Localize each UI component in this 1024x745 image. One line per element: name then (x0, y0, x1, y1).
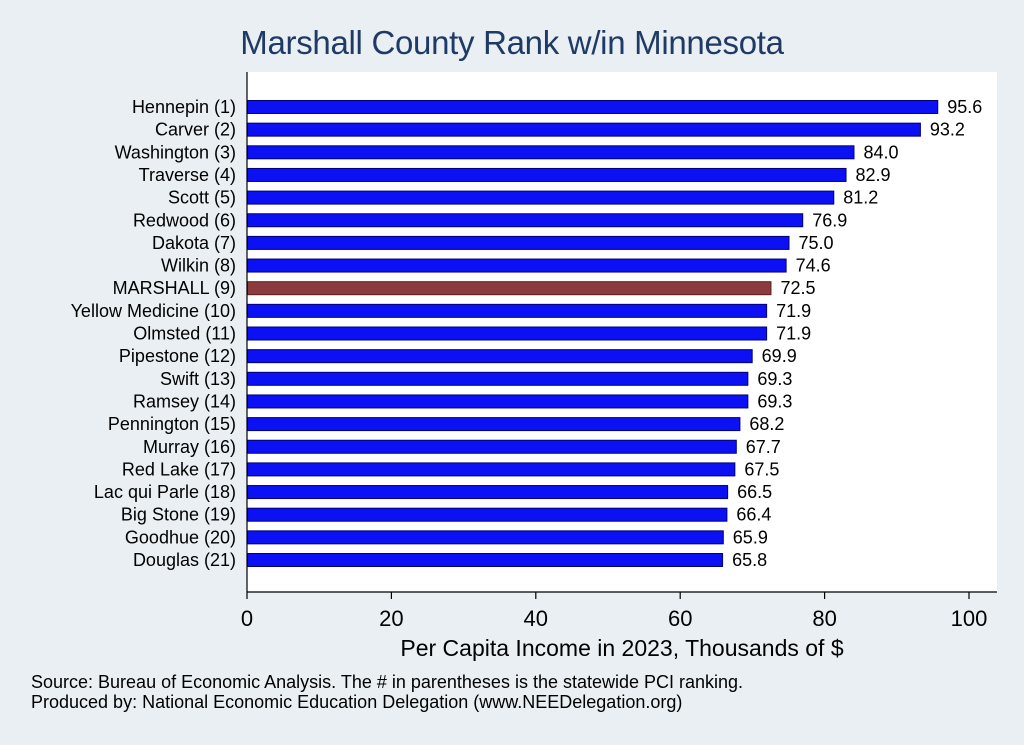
bar (247, 553, 724, 567)
value-label: 71.9 (776, 324, 811, 344)
category-label: Big Stone (19) (121, 505, 236, 525)
bar (247, 462, 736, 477)
bar (247, 507, 728, 522)
bar (247, 326, 768, 341)
category-label: Hennepin (1) (132, 97, 236, 117)
bar (247, 145, 855, 160)
value-label: 69.3 (757, 369, 792, 389)
value-label: 84.0 (863, 142, 898, 162)
category-label: Washington (3) (115, 142, 236, 162)
category-label: Redwood (6) (133, 210, 236, 230)
value-label: 82.9 (856, 165, 891, 185)
value-label: 93.2 (930, 120, 965, 140)
value-label: 72.5 (780, 278, 815, 298)
category-label: Douglas (21) (133, 550, 236, 570)
category-label: Scott (5) (168, 188, 236, 208)
category-label: MARSHALL (9) (113, 278, 236, 298)
category-label: Goodhue (20) (125, 527, 236, 547)
x-axis-label: Per Capita Income in 2023, Thousands of … (400, 635, 843, 661)
chart-title: Marshall County Rank w/in Minnesota (240, 24, 784, 61)
value-label: 67.5 (744, 459, 779, 479)
value-label: 76.9 (812, 210, 847, 230)
bar (247, 235, 790, 250)
bar (247, 100, 939, 114)
category-label: Carver (2) (155, 120, 236, 140)
category-label: Pennington (15) (108, 414, 236, 434)
value-label: 81.2 (843, 188, 878, 208)
bar (247, 371, 749, 386)
category-label: Wilkin (8) (161, 256, 236, 276)
category-label: Red Lake (17) (122, 459, 236, 479)
x-tick-label: 20 (379, 606, 403, 631)
value-label: 67.7 (746, 437, 781, 457)
category-label: Traverse (4) (139, 165, 236, 185)
value-label: 66.5 (737, 482, 772, 502)
x-tick-label: 80 (812, 606, 836, 631)
producer-note: Produced by: National Economic Education… (31, 692, 683, 712)
category-label: Dakota (7) (152, 233, 236, 253)
category-label: Swift (13) (160, 369, 236, 389)
x-tick-label: 100 (951, 606, 988, 631)
bar (247, 394, 749, 409)
bar (247, 213, 804, 228)
category-label: Pipestone (12) (119, 346, 236, 366)
value-label: 75.0 (799, 233, 834, 253)
bar (247, 439, 737, 454)
bar (247, 530, 724, 545)
category-label: Lac qui Parle (18) (94, 482, 236, 502)
category-label: Olmsted (11) (133, 324, 236, 344)
bar (247, 167, 847, 182)
value-label: 71.9 (776, 301, 811, 321)
bar-highlight (247, 281, 772, 296)
category-label: Yellow Medicine (10) (71, 301, 236, 321)
value-label: 65.8 (732, 550, 767, 570)
x-tick-label: 0 (241, 606, 253, 631)
value-label: 68.2 (749, 414, 784, 434)
bar (247, 303, 768, 318)
value-label: 74.6 (796, 256, 831, 276)
bar (247, 417, 741, 432)
bar (247, 485, 729, 500)
x-tick-label: 40 (524, 606, 548, 631)
source-note: Source: Bureau of Economic Analysis. The… (31, 672, 744, 692)
category-label: Ramsey (14) (133, 391, 236, 411)
value-label: 65.9 (733, 527, 768, 547)
value-label: 69.3 (757, 391, 792, 411)
value-label: 95.6 (947, 97, 982, 117)
bar (247, 122, 921, 137)
bar (247, 258, 787, 273)
value-label: 66.4 (736, 505, 771, 525)
bar (247, 349, 753, 364)
category-label: Murray (16) (143, 437, 236, 457)
bar (247, 190, 835, 205)
x-tick-label: 60 (668, 606, 692, 631)
value-label: 69.9 (762, 346, 797, 366)
